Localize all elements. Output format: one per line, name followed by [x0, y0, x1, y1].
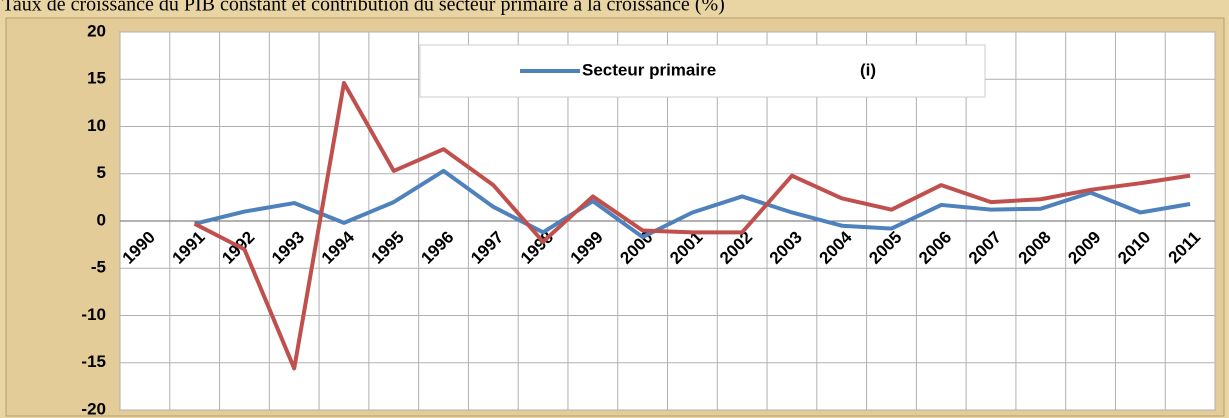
series-line: [193, 81, 1191, 371]
y-tick-label: 15: [87, 69, 106, 88]
series-line: [194, 168, 1191, 240]
y-tick-label: -20: [81, 399, 106, 418]
y-tick-label: 0: [97, 210, 106, 229]
legend-label: (i): [860, 60, 876, 79]
y-tick-label: 20: [87, 21, 106, 40]
y-tick-label: 5: [97, 163, 106, 182]
y-tick-label: -15: [81, 352, 106, 371]
y-tick-label: -5: [91, 258, 106, 277]
y-tick-label: -10: [81, 305, 106, 324]
legend-box: [419, 44, 986, 98]
y-tick-label: 10: [87, 116, 106, 135]
legend-label: Secteur primaire: [582, 60, 716, 79]
chart-title: Taux de croissance du PIB constant et co…: [2, 0, 725, 16]
